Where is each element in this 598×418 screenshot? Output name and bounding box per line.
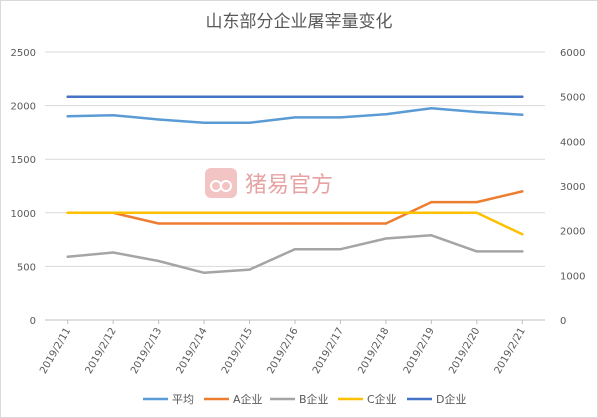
data-point: [339, 222, 342, 225]
y-axis-right: 0 1000 2000 3000 4000 5000 6000: [560, 48, 585, 327]
legend-label: B企业: [299, 392, 329, 406]
data-point: [475, 250, 479, 253]
y-right-tick-label: 4000: [560, 137, 585, 148]
data-point: [66, 211, 69, 214]
chart-title: 山东部分企业屠宰量变化: [206, 12, 393, 32]
data-point: [339, 116, 342, 119]
data-point: [339, 248, 342, 251]
data-point: [157, 259, 160, 263]
x-tick-label: 2019/2/15: [220, 326, 255, 376]
data-point: [157, 222, 160, 225]
data-point: [293, 116, 297, 119]
data-point: [521, 233, 524, 236]
legend-label: C企业: [367, 392, 397, 406]
y-right-tick-label: 3000: [560, 182, 585, 193]
legend-label: 平均: [172, 393, 194, 406]
y-left-tick-label: 1500: [11, 155, 36, 166]
data-point: [430, 234, 433, 237]
data-point: [475, 110, 479, 114]
data-point: [111, 251, 115, 254]
data-point: [521, 190, 524, 193]
x-tick-label: 2019/2/20: [447, 326, 482, 376]
x-tick-label: 2019/2/11: [38, 326, 73, 376]
x-tick-label: 2019/2/17: [311, 326, 346, 376]
data-point: [157, 95, 160, 98]
data-point: [384, 112, 388, 116]
series-lines: [66, 95, 524, 275]
watermark: 猪易官方: [205, 168, 333, 198]
x-tick-label: 2019/2/19: [402, 326, 437, 376]
series-line: [66, 234, 524, 275]
y-left-tick-label: 500: [17, 262, 36, 273]
data-point: [248, 222, 251, 225]
legend-label: A企业: [233, 392, 263, 406]
series-group: [66, 107, 524, 125]
data-point: [66, 115, 69, 118]
data-point: [202, 95, 206, 98]
series-line: [66, 107, 524, 125]
data-point: [202, 211, 206, 214]
data-point: [111, 211, 115, 214]
x-tick-label: 2019/2/12: [84, 326, 119, 376]
data-point: [157, 118, 160, 121]
x-tick-label: 2019/2/21: [493, 326, 528, 376]
data-point: [202, 271, 206, 275]
data-point: [430, 95, 433, 98]
y-right-tick-label: 1000: [560, 271, 585, 282]
x-axis: 2019/2/11 2019/2/12 2019/2/13 2019/2/14 2019…: [38, 320, 528, 376]
data-point: [475, 95, 479, 98]
series-group: [66, 95, 524, 98]
data-point: [293, 248, 297, 251]
data-point: [66, 255, 69, 258]
data-point: [248, 268, 251, 271]
y-left-tick-label: 2500: [11, 48, 36, 59]
watermark-text: 猪易官方: [245, 173, 333, 198]
data-point: [66, 95, 69, 98]
data-point: [111, 114, 115, 117]
data-point: [384, 211, 388, 214]
x-tick-label: 2019/2/16: [265, 326, 300, 376]
data-point: [521, 113, 524, 116]
y-right-tick-label: 2000: [560, 227, 585, 238]
legend-label: D企业: [436, 392, 466, 406]
y-right-tick-label: 5000: [560, 93, 585, 104]
data-point: [339, 95, 342, 98]
data-point: [293, 211, 297, 214]
data-point: [202, 121, 206, 124]
data-point: [384, 95, 388, 98]
legend: 平均 A企业 B企业 C企业 D企业: [143, 392, 466, 406]
data-point: [293, 95, 297, 98]
data-point: [521, 95, 524, 98]
data-point: [202, 222, 206, 225]
data-point: [384, 222, 388, 225]
data-point: [475, 200, 479, 204]
y-left-tick-label: 1000: [11, 209, 36, 220]
y-left-tick-label: 0: [30, 316, 36, 327]
x-tick-label: 2019/2/18: [356, 326, 391, 376]
data-point: [430, 200, 433, 204]
watermark-logo-ring-right: [220, 180, 232, 192]
data-point: [111, 95, 115, 98]
data-point: [248, 95, 251, 98]
data-point: [521, 250, 524, 253]
y-right-tick-label: 0: [560, 316, 566, 327]
y-left-tick-label: 2000: [11, 102, 36, 113]
data-point: [430, 107, 433, 110]
x-tick-label: 2019/2/14: [175, 326, 210, 376]
data-point: [293, 222, 297, 225]
data-point: [430, 211, 433, 214]
series-group: [66, 234, 524, 275]
data-point: [475, 211, 479, 214]
data-point: [384, 237, 388, 240]
x-tick-label: 2019/2/13: [129, 326, 164, 376]
series-group: [66, 211, 524, 236]
data-point: [248, 211, 251, 214]
y-axis-left: 0 500 1000 1500 2000 2500: [11, 48, 36, 327]
data-point: [157, 211, 160, 214]
y-right-tick-label: 6000: [560, 48, 585, 59]
data-point: [248, 121, 251, 124]
data-point: [339, 211, 342, 214]
